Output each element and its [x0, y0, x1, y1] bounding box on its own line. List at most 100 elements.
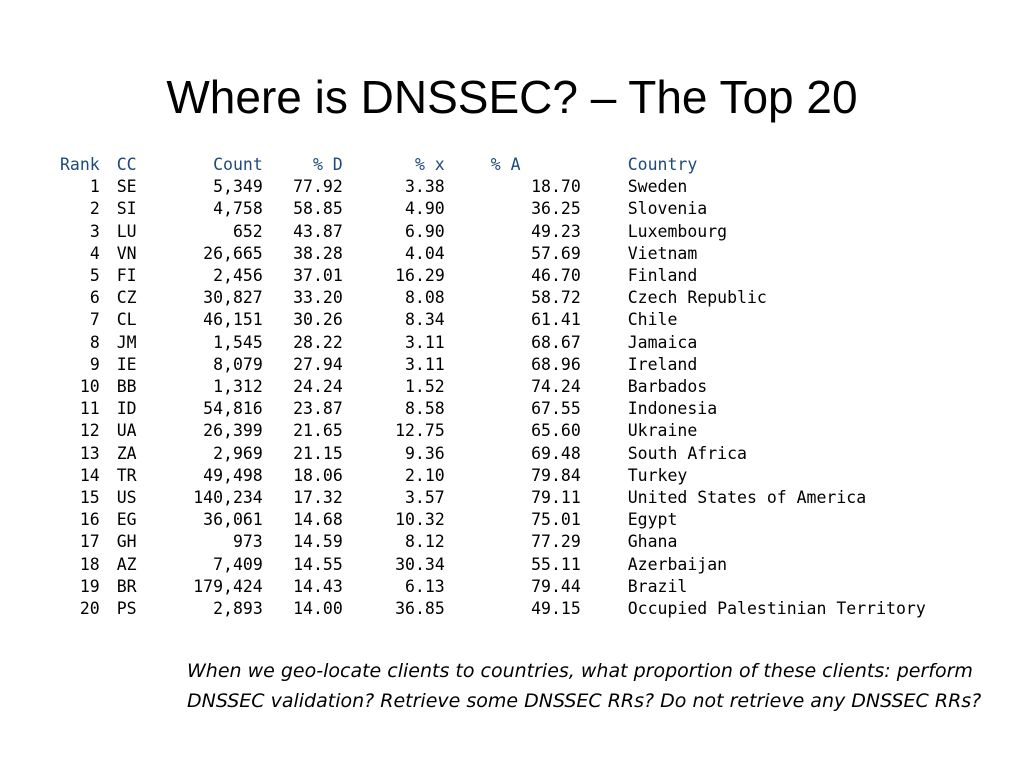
header-rank: Rank: [60, 155, 100, 174]
count-cell: 26,399: [203, 421, 263, 441]
count-cell: 973: [232, 532, 263, 552]
rank-cell: 19: [79, 576, 100, 596]
country-cell: Slovenia: [627, 199, 708, 219]
count-cell: 2,969: [213, 443, 263, 463]
percent-a-cell: 74.24: [531, 377, 581, 397]
percent-a-cell: 65.60: [531, 421, 581, 441]
table-row: 9 IE 8,079 27.94 3.11 68.96 Ireland: [60, 354, 926, 376]
percent-x-cell: 12.75: [395, 421, 445, 441]
rank-cell: 16: [79, 510, 100, 530]
country-cell: Jamaica: [627, 332, 698, 352]
cc-cell: FI: [116, 266, 137, 286]
percent-a-cell: 79.44: [531, 576, 581, 596]
header-percent-d: % D: [312, 155, 343, 174]
count-cell: 2,893: [213, 599, 263, 619]
rank-cell: 15: [79, 488, 100, 508]
percent-d-cell: 17.32: [293, 488, 343, 508]
count-cell: 49,498: [203, 465, 263, 485]
percent-x-cell: 1.52: [405, 377, 445, 397]
percent-a-cell: 57.69: [531, 243, 581, 263]
percent-d-cell: 43.87: [293, 221, 343, 241]
country-cell: Finland: [627, 266, 698, 286]
percent-a-cell: 68.67: [531, 332, 581, 352]
country-cell: Chile: [627, 310, 678, 330]
percent-d-cell: 18.06: [293, 465, 343, 485]
cc-cell: US: [116, 488, 137, 508]
count-cell: 1,312: [213, 377, 263, 397]
percent-a-cell: 49.23: [531, 221, 581, 241]
count-cell: 30,827: [203, 288, 263, 308]
table-row: 2 SI 4,758 58.85 4.90 36.25 Slovenia: [60, 198, 926, 220]
country-cell: Azerbaijan: [627, 554, 728, 574]
count-cell: 7,409: [213, 554, 263, 574]
count-cell: 140,234: [193, 488, 263, 508]
country-cell: Ghana: [627, 532, 678, 552]
percent-a-cell: 49.15: [531, 599, 581, 619]
percent-x-cell: 9.36: [405, 443, 445, 463]
table-row: 4 VN 26,665 38.28 4.04 57.69 Vietnam: [60, 243, 926, 265]
percent-a-cell: 77.29: [531, 532, 581, 552]
percent-d-cell: 21.15: [293, 443, 343, 463]
table-body: 1 SE 5,349 77.92 3.38 18.70 Sweden 2 SI 4,758 58.8…: [60, 176, 926, 620]
cc-cell: LU: [116, 221, 137, 241]
header-row: Rank CC Count % D % x % A Country: [60, 154, 926, 176]
cc-cell: PS: [116, 599, 137, 619]
percent-d-cell: 58.85: [293, 199, 343, 219]
cc-cell: VN: [116, 243, 137, 263]
table-row: 5 FI 2,456 37.01 16.29 46.70 Finland: [60, 265, 926, 287]
country-cell: Brazil: [627, 576, 688, 596]
cc-cell: JM: [116, 332, 137, 352]
percent-d-cell: 27.94: [293, 354, 343, 374]
table-row: 7 CL 46,151 30.26 8.34 61.41 Chile: [60, 309, 926, 331]
count-cell: 8,079: [213, 354, 263, 374]
count-cell: 179,424: [193, 576, 263, 596]
rank-cell: 18: [79, 554, 100, 574]
country-cell: Ireland: [627, 354, 698, 374]
table-row: 18 AZ 7,409 14.55 30.34 55.11 Azerbaijan: [60, 554, 926, 576]
table-row: 20 PS 2,893 14.00 36.85 49.15 Occupied Palesti…: [60, 598, 926, 620]
percent-a-cell: 69.48: [531, 443, 581, 463]
percent-x-cell: 16.29: [395, 266, 445, 286]
percent-a-cell: 55.11: [531, 554, 581, 574]
count-cell: 2,456: [213, 266, 263, 286]
percent-d-cell: 14.59: [293, 532, 343, 552]
cc-cell: BR: [116, 576, 137, 596]
percent-a-cell: 18.70: [531, 177, 581, 197]
country-cell: Barbados: [627, 377, 708, 397]
table-row: 1 SE 5,349 77.92 3.38 18.70 Sweden: [60, 176, 926, 198]
percent-x-cell: 8.34: [405, 310, 445, 330]
slide-title: Where is DNSSEC? – The Top 20: [166, 71, 858, 123]
cc-cell: CL: [116, 310, 137, 330]
table-row: 6 CZ 30,827 33.20 8.08 58.72 Czech Republic: [60, 287, 926, 309]
percent-a-cell: 36.25: [531, 199, 581, 219]
percent-d-cell: 14.68: [293, 510, 343, 530]
table-row: 15 US 140,234 17.32 3.57 79.11 United States o…: [60, 487, 926, 509]
percent-x-cell: 8.58: [405, 399, 445, 419]
cc-cell: CZ: [116, 288, 137, 308]
table-header: Rank CC Count % D % x % A Country: [60, 154, 926, 176]
percent-a-cell: 58.72: [531, 288, 581, 308]
rank-cell: 3: [89, 221, 100, 241]
table-row: 8 JM 1,545 28.22 3.11 68.67 Jamaica: [60, 332, 926, 354]
table-row: 17 GH 973 14.59 8.12 77.29 Ghana: [60, 531, 926, 553]
rank-cell: 7: [89, 310, 100, 330]
rank-cell: 6: [89, 288, 100, 308]
percent-a-cell: 79.84: [531, 465, 581, 485]
percent-x-cell: 2.10: [405, 465, 445, 485]
cc-cell: AZ: [116, 554, 137, 574]
percent-x-cell: 3.57: [405, 488, 445, 508]
table-row: 13 ZA 2,969 21.15 9.36 69.48 South Africa: [60, 443, 926, 465]
percent-a-cell: 68.96: [531, 354, 581, 374]
percent-x-cell: 3.11: [405, 354, 445, 374]
rank-cell: 1: [89, 177, 100, 197]
country-cell: Luxembourg: [627, 221, 728, 241]
count-cell: 5,349: [213, 177, 263, 197]
percent-x-cell: 3.38: [405, 177, 445, 197]
country-cell: United States of America: [627, 488, 867, 508]
count-cell: 4,758: [213, 199, 263, 219]
table-row: 11 ID 54,816 23.87 8.58 67.55 Indonesia: [60, 398, 926, 420]
percent-x-cell: 4.90: [405, 199, 445, 219]
cc-cell: GH: [116, 532, 137, 552]
footnote-question: When we geo-locate clients to countries,…: [187, 660, 982, 712]
header-count: Count: [213, 155, 263, 174]
